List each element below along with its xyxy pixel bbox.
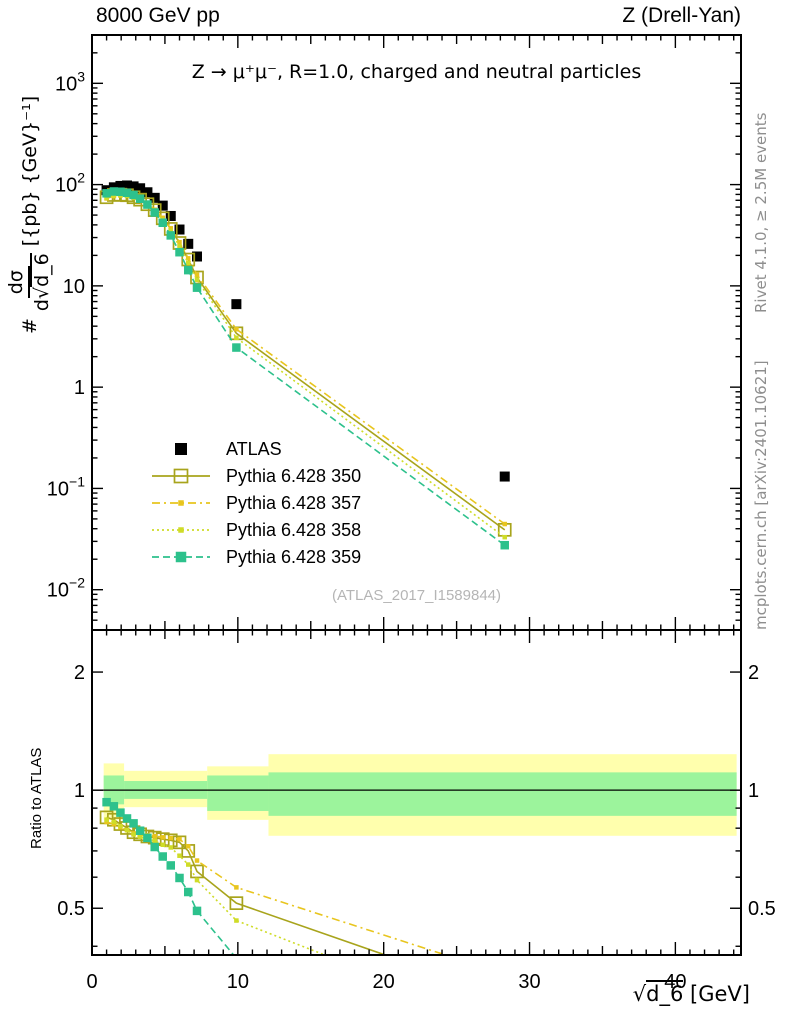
main-series [99, 180, 512, 550]
ratio-series-Pythia-6.428-359 [102, 797, 241, 955]
svg-text:10: 10 [227, 971, 249, 993]
legend-label: Pythia 6.428 350 [226, 465, 362, 486]
svg-text:102: 102 [55, 170, 85, 197]
svg-text:10−2: 10−2 [47, 575, 85, 602]
panel-frames [91, 34, 742, 956]
svg-text:10: 10 [63, 276, 85, 298]
main-y-axis-label: # dσ d√d_6 [{pb} {GeV}⁻¹] [5, 95, 54, 334]
plot-title: Z → μ⁺μ⁻, R=1.0, charged and neutral par… [191, 61, 642, 83]
svg-text:40: 40 [664, 971, 686, 993]
legend: ATLAS Pythia 6.428 350 Pythia 6.428 357 Pyt… [150, 438, 361, 568]
svg-text:103: 103 [55, 68, 85, 95]
legend-item-1: Pythia 6.428 350 [150, 465, 361, 487]
legend-label: Pythia 6.428 358 [226, 519, 362, 540]
xlabel-units: [GeV] [683, 982, 750, 1006]
legend-item-0: ATLAS [150, 438, 361, 460]
ylabel-prefix: # [18, 318, 41, 334]
svg-text:2: 2 [74, 662, 85, 684]
svg-text:1: 1 [74, 780, 85, 802]
legend-sample [152, 500, 210, 506]
header-beam-energy: 8000 GeV pp [96, 4, 220, 27]
svg-text:1: 1 [74, 377, 85, 399]
legend-item-4: Pythia 6.428 359 [150, 546, 361, 568]
legend-item-2: Pythia 6.428 357 [150, 492, 361, 514]
ylabel-fraction: dσ d√d_6 [5, 253, 54, 312]
legend-sample [175, 443, 187, 455]
legend-sample [152, 527, 210, 533]
green-band-segment [268, 772, 737, 816]
svg-text:0: 0 [86, 971, 97, 993]
svg-text:10−1: 10−1 [47, 473, 85, 500]
ratio-series-Pythia-6.428-350 [99, 810, 388, 955]
svg-text:1: 1 [748, 780, 759, 802]
legend-sample [152, 468, 210, 484]
svg-text:20: 20 [373, 971, 395, 993]
legend-label: ATLAS [226, 438, 282, 459]
ratio-panel-frame [91, 629, 742, 956]
header-process: Z (Drell-Yan) [622, 4, 741, 27]
xlabel-root: d_6 [646, 980, 684, 1006]
analysis-watermark: (ATLAS_2017_I1589844) [331, 587, 501, 604]
rivet-version-text: Rivet 4.1.0, ≥ 2.5M events [752, 112, 770, 314]
main-series-Pythia-6.428-359 [102, 187, 509, 550]
svg-text:2: 2 [748, 662, 759, 684]
main-series-ATLAS [101, 180, 510, 482]
svg-text:0.5: 0.5 [748, 898, 776, 920]
svg-text:0.5: 0.5 [57, 898, 85, 920]
legend-item-3: Pythia 6.428 358 [150, 519, 361, 541]
legend-label: Pythia 6.428 359 [226, 546, 362, 567]
series-line [106, 818, 328, 955]
ylabel-denominator: d√d_6 [29, 253, 54, 312]
axis-ticks [92, 35, 741, 955]
x-axis-label: √d_6 [GeV] [92, 980, 750, 1006]
legend-label: Pythia 6.428 357 [226, 492, 362, 513]
series-line [106, 816, 388, 955]
ratio-series-Pythia-6.428-358 [104, 817, 328, 955]
ratio-y-axis-label: Ratio to ATLAS [28, 747, 45, 849]
ylabel-numerator: dσ [5, 266, 30, 299]
ylabel-units: [{pb} {GeV}⁻¹] [18, 95, 41, 247]
mcplots-reference-text: mcplots.cern.ch [arXiv:2401.10621] [752, 360, 770, 630]
ratio-series [99, 797, 449, 955]
xlabel-radical: √ [632, 982, 647, 1006]
svg-text:30: 30 [518, 971, 540, 993]
legend-sample [152, 551, 210, 563]
green-band-segment [207, 775, 269, 811]
ratio-uncertainty-bands [92, 754, 741, 836]
